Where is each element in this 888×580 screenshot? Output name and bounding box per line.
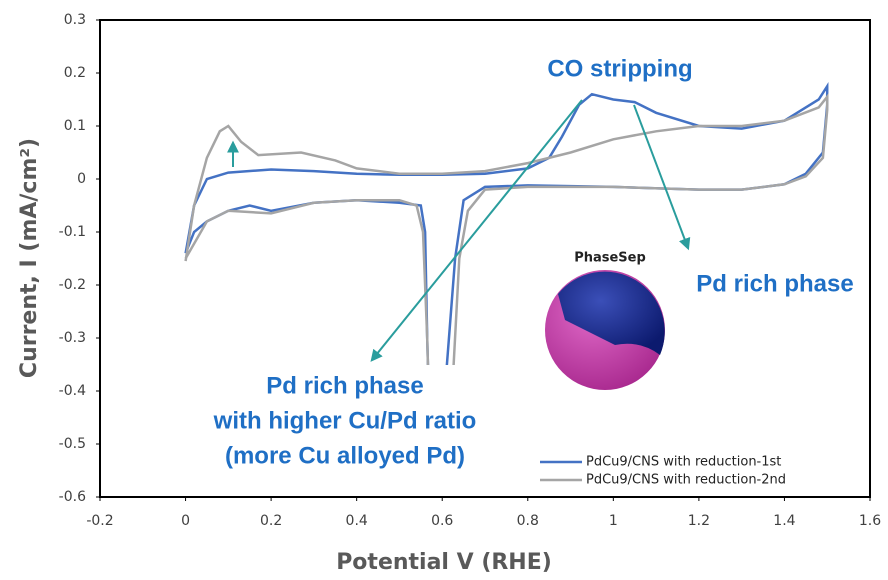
- y-tick-label: -0.5: [59, 436, 86, 452]
- annotation: (more Cu alloyed Pd): [225, 442, 465, 469]
- y-tick-label: -0.6: [59, 489, 86, 505]
- x-tick-label: 0.6: [431, 513, 453, 529]
- annotation: CO stripping: [547, 55, 692, 82]
- legend-label: PdCu9/CNS with reduction-2nd: [586, 473, 786, 488]
- series-line: [184, 93, 829, 419]
- y-tick-label: 0.2: [64, 65, 86, 81]
- annotation-box: [150, 365, 530, 490]
- annotation: with higher Cu/Pd ratio: [213, 407, 477, 434]
- y-tick-label: 0.1: [64, 118, 86, 134]
- plot-frame: [99, 19, 871, 498]
- y-axis-label: Current, I (mA/cm²): [17, 138, 42, 378]
- annotation: Pd rich phase: [266, 372, 423, 399]
- plot-area: [184, 82, 829, 419]
- x-tick-label: -0.2: [86, 513, 113, 529]
- y-tick-label: -0.3: [59, 330, 86, 346]
- legend-box: [535, 448, 865, 494]
- x-tick-label: 0: [181, 513, 190, 529]
- y-tick-label: -0.1: [59, 224, 86, 240]
- x-axis-label: Potential V (RHE): [336, 550, 552, 575]
- legend: PdCu9/CNS with reduction-1st PdCu9/CNS wi…: [535, 448, 865, 494]
- y-tick-label: 0: [77, 171, 86, 187]
- axes: -0.2 0 0.2 0.4 0.6 0.8 1 1.2 1.4 1.6 -0.6 -0.5 -0.4 -…: [59, 12, 882, 529]
- x-tick-label: 0.8: [517, 513, 539, 529]
- y-tick-label: -0.4: [59, 383, 86, 399]
- x-tick-label: 1: [609, 513, 618, 529]
- x-tick-label: 0.2: [260, 513, 282, 529]
- x-tick-label: 1.2: [688, 513, 710, 529]
- phase-sep-sphere: [545, 270, 665, 390]
- phase-label: PhaseSep: [574, 251, 646, 266]
- annotation: Pd rich phase: [696, 270, 853, 297]
- annotation-arrows: [227, 99, 691, 362]
- x-tick-label: 0.4: [346, 513, 368, 529]
- y-tick-label: -0.2: [59, 277, 86, 293]
- x-tick-label: 1.4: [773, 513, 795, 529]
- legend-label: PdCu9/CNS with reduction-1st: [586, 455, 781, 470]
- y-tick-label: 0.3: [64, 12, 86, 28]
- series-group: [184, 82, 829, 419]
- x-tick-label: 1.6: [859, 513, 881, 529]
